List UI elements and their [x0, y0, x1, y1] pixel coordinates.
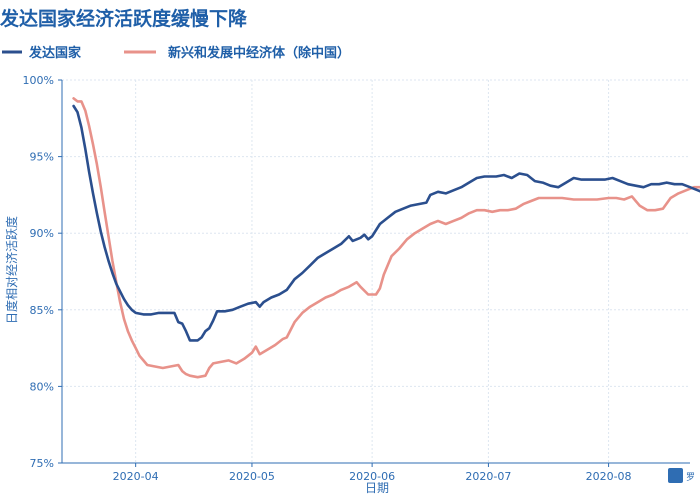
y-axis-label: 日度相对经济活跃度	[4, 216, 19, 324]
x-tick-label: 2020-04	[113, 470, 159, 483]
y-tick-label: 100%	[23, 74, 54, 87]
y-tick-label: 85%	[30, 304, 54, 317]
x-tick-label: 2020-07	[465, 470, 511, 483]
x-tick-label: 2020-05	[229, 470, 275, 483]
x-axis-label: 日期	[365, 481, 389, 495]
legend-label-emerging: 新兴和发展中经济体（除中国）	[168, 45, 350, 61]
y-tick-label: 90%	[30, 227, 54, 240]
y-tick-label: 80%	[30, 380, 54, 393]
y-tick-label: 95%	[30, 151, 54, 164]
x-tick-label: 2020-06	[349, 470, 395, 483]
y-tick-label: 75%	[30, 457, 54, 470]
legend: 发达国家 新兴和发展中经济体（除中国）	[2, 45, 350, 61]
x-tick-label: 2020-08	[586, 470, 632, 483]
series-line-emerging	[72, 97, 700, 379]
plot-area: 75% 80% 85% 90% 95% 100% 2020-04 2020-05 2020-06…	[23, 74, 700, 483]
legend-label-developed: 发达国家	[28, 45, 82, 61]
series-line-developed	[72, 104, 700, 342]
logo-icon	[668, 468, 683, 483]
logo: 罗	[668, 468, 695, 483]
logo-text: 罗	[686, 472, 695, 483]
chart-title: 发达国家经济活跃度缓慢下降	[0, 7, 248, 30]
